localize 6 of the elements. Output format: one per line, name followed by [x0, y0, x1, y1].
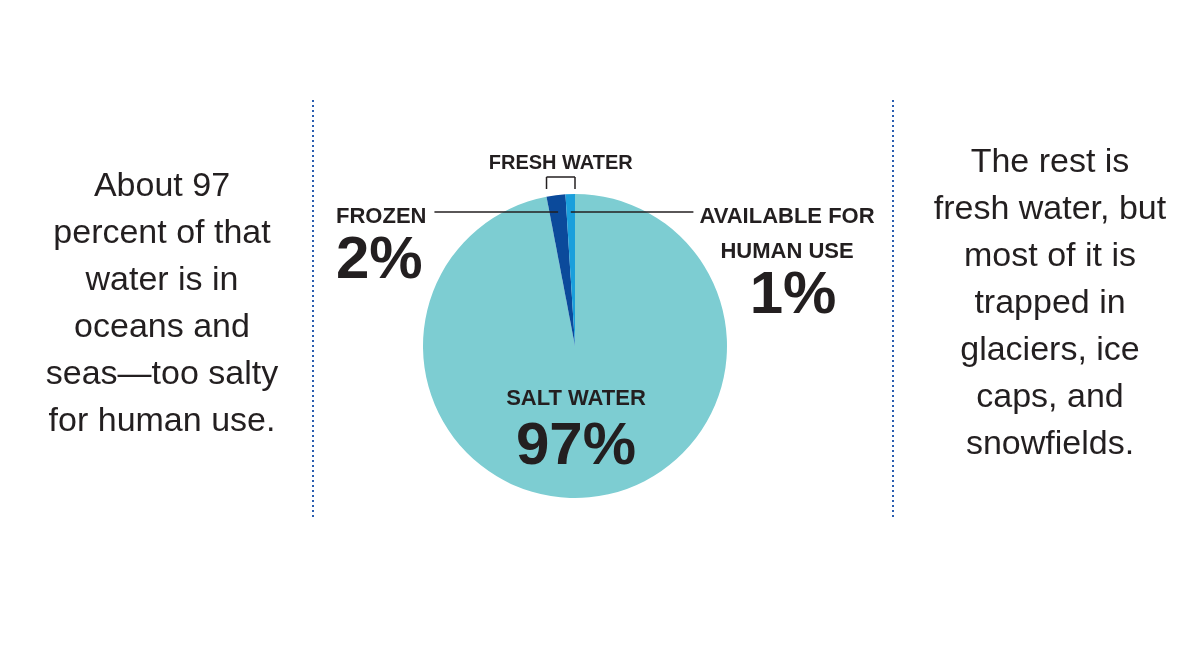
text: About 97 percent of that water is in oceans and seas—too salty for human use. [45, 164, 279, 438]
text: The rest is fresh water, but most of it is trapped in glaciers, ice caps, and snowfields. [933, 141, 1167, 461]
data-label: 97% [515, 410, 637, 477]
text: FRESH WATER [488, 151, 634, 173]
pie-slice [546, 194, 575, 346]
slice-label: SALT WATER [506, 385, 646, 410]
